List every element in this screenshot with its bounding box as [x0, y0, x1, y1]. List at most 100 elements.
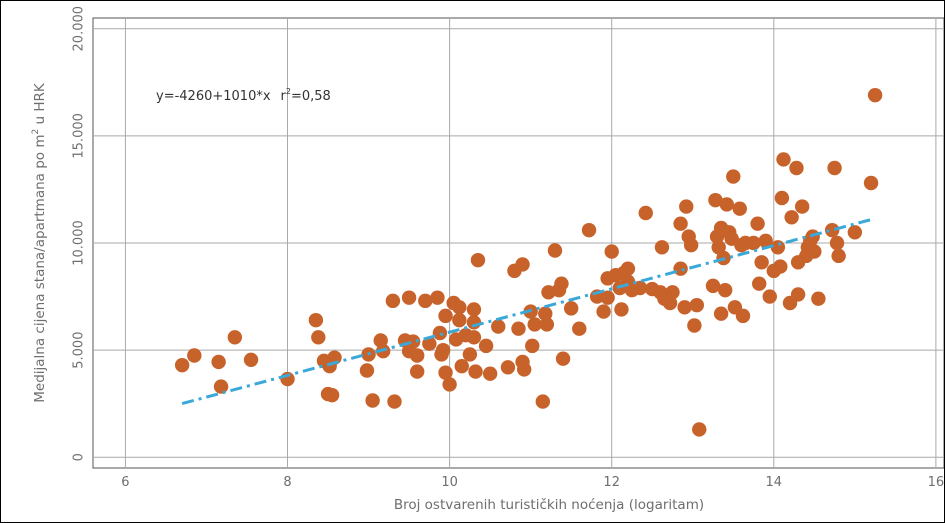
- data-point: [538, 306, 553, 321]
- regression-equation: y=-4260+1010*x r2=0,58: [156, 87, 331, 104]
- data-point: [614, 302, 629, 317]
- data-point: [776, 152, 791, 167]
- x-tick-label: 14: [766, 475, 783, 490]
- data-point: [719, 197, 734, 212]
- data-point: [401, 290, 417, 305]
- data-point: [673, 216, 688, 231]
- data-point: [491, 319, 506, 334]
- data-point: [405, 334, 421, 349]
- data-point: [746, 235, 761, 251]
- data-point: [466, 330, 482, 345]
- data-points: [174, 87, 883, 437]
- data-point: [762, 289, 777, 304]
- data-point: [735, 308, 751, 324]
- data-point: [535, 394, 551, 409]
- data-point: [708, 192, 723, 208]
- data-point: [409, 364, 425, 379]
- x-tick-labels: 6 8 10 12 14 16: [121, 475, 944, 490]
- data-point: [638, 205, 653, 221]
- data-point: [581, 222, 597, 238]
- data-point: [673, 261, 688, 276]
- data-point: [811, 291, 826, 306]
- x-tick-label: 10: [441, 475, 458, 490]
- data-point: [466, 302, 482, 317]
- data-point: [831, 248, 846, 264]
- x-tick-label: 6: [121, 475, 129, 490]
- data-point: [516, 362, 532, 377]
- data-point: [711, 240, 726, 255]
- y-tick-label: 5.000: [72, 332, 87, 369]
- data-point: [452, 312, 467, 328]
- data-point: [867, 87, 883, 103]
- data-point: [752, 276, 767, 291]
- data-point: [554, 276, 569, 291]
- data-point: [515, 257, 530, 272]
- data-point: [679, 199, 694, 214]
- data-point: [726, 169, 741, 184]
- y-tick-label: 10.000: [72, 220, 87, 266]
- data-point: [683, 237, 699, 253]
- data-point: [227, 330, 243, 345]
- data-point: [430, 290, 445, 305]
- data-point: [387, 394, 402, 409]
- data-point: [462, 347, 478, 362]
- data-point: [784, 210, 799, 225]
- data-point: [527, 317, 542, 332]
- data-point: [600, 290, 615, 305]
- data-point: [478, 338, 494, 354]
- data-point: [789, 160, 804, 176]
- data-point: [563, 301, 579, 316]
- data-point: [470, 252, 486, 268]
- data-point: [632, 280, 648, 296]
- data-point: [511, 321, 526, 336]
- data-point: [373, 333, 388, 348]
- trendline: [181, 218, 872, 406]
- data-point: [692, 422, 707, 437]
- data-point: [324, 387, 340, 403]
- data-point: [454, 359, 469, 374]
- data-point: [662, 295, 678, 311]
- data-point: [468, 364, 483, 379]
- data-point: [466, 315, 482, 330]
- data-point: [211, 354, 226, 370]
- data-point: [409, 348, 425, 363]
- data-point: [717, 282, 733, 298]
- data-point: [750, 216, 765, 231]
- data-point: [422, 336, 437, 351]
- data-point: [365, 393, 380, 408]
- y-tick-label: 20.000: [72, 6, 87, 52]
- data-point: [689, 297, 705, 313]
- y-tick-label: 15.000: [72, 113, 87, 159]
- data-point: [732, 201, 747, 216]
- data-point: [774, 190, 790, 206]
- data-point: [829, 235, 845, 251]
- data-point: [807, 244, 822, 259]
- data-point: [452, 300, 467, 315]
- data-point: [438, 308, 453, 324]
- data-point: [773, 259, 788, 274]
- data-point: [713, 306, 729, 321]
- data-point: [482, 366, 498, 381]
- data-point: [174, 357, 190, 373]
- x-tick-label: 16: [928, 475, 944, 490]
- data-point: [547, 243, 563, 258]
- data-point: [770, 240, 786, 255]
- data-point: [442, 377, 457, 392]
- data-point: [677, 300, 692, 315]
- data-point: [435, 342, 451, 358]
- trendline-group: [181, 218, 872, 406]
- data-point: [604, 244, 619, 259]
- data-point: [705, 278, 721, 294]
- data-point: [438, 365, 453, 380]
- data-point: [187, 348, 202, 363]
- data-point: [525, 338, 540, 354]
- x-axis-title: Broj ostvarenih turističkih noćenja (log…: [394, 497, 704, 513]
- data-point: [213, 379, 229, 394]
- data-point: [824, 222, 840, 238]
- data-point: [311, 330, 326, 345]
- x-tick-label: 8: [283, 475, 291, 490]
- data-point: [243, 352, 259, 367]
- data-point: [758, 233, 773, 249]
